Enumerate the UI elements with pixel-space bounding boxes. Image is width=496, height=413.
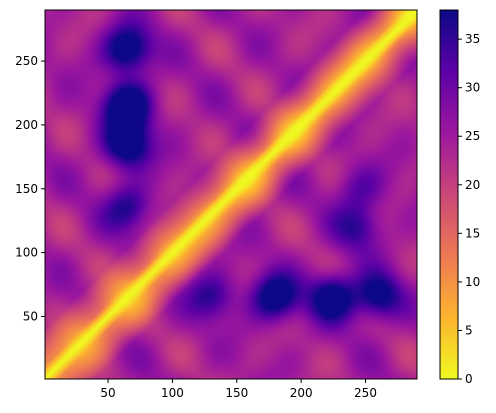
- y-tick-label: 50: [23, 309, 38, 323]
- x-tick-label: 200: [290, 386, 313, 400]
- colorbar-tick-label: 15: [465, 226, 480, 240]
- y-tick-label: 100: [15, 246, 38, 260]
- y-tick-label: 200: [15, 118, 38, 132]
- y-tick-label: 250: [15, 54, 38, 68]
- colorbar-tick-label: 20: [465, 178, 480, 192]
- x-axis: 50 100 150 200 250: [100, 379, 377, 400]
- x-tick-label: 150: [225, 386, 248, 400]
- heatmap-image: [45, 10, 417, 379]
- colorbar: [439, 9, 459, 380]
- colorbar-tick-label: 25: [465, 129, 480, 143]
- colorbar-tick-label: 35: [465, 32, 480, 46]
- plot-frame: [44, 9, 418, 380]
- x-tick-label: 250: [354, 386, 377, 400]
- colorbar-tick-label: 0: [465, 372, 473, 386]
- colorbar-tick-label: 10: [465, 275, 480, 289]
- plot-area: [45, 10, 417, 379]
- y-tick-label: 150: [15, 182, 38, 196]
- colorbar-tick-label: 30: [465, 81, 480, 95]
- x-tick-label: 50: [100, 386, 115, 400]
- colorbar-tick-label: 5: [465, 323, 473, 337]
- colorbar-axis: 0 5 10 15 20 25 30 35: [458, 32, 480, 386]
- x-tick-label: 100: [161, 386, 184, 400]
- y-axis: 50 100 150 200 250: [15, 54, 45, 323]
